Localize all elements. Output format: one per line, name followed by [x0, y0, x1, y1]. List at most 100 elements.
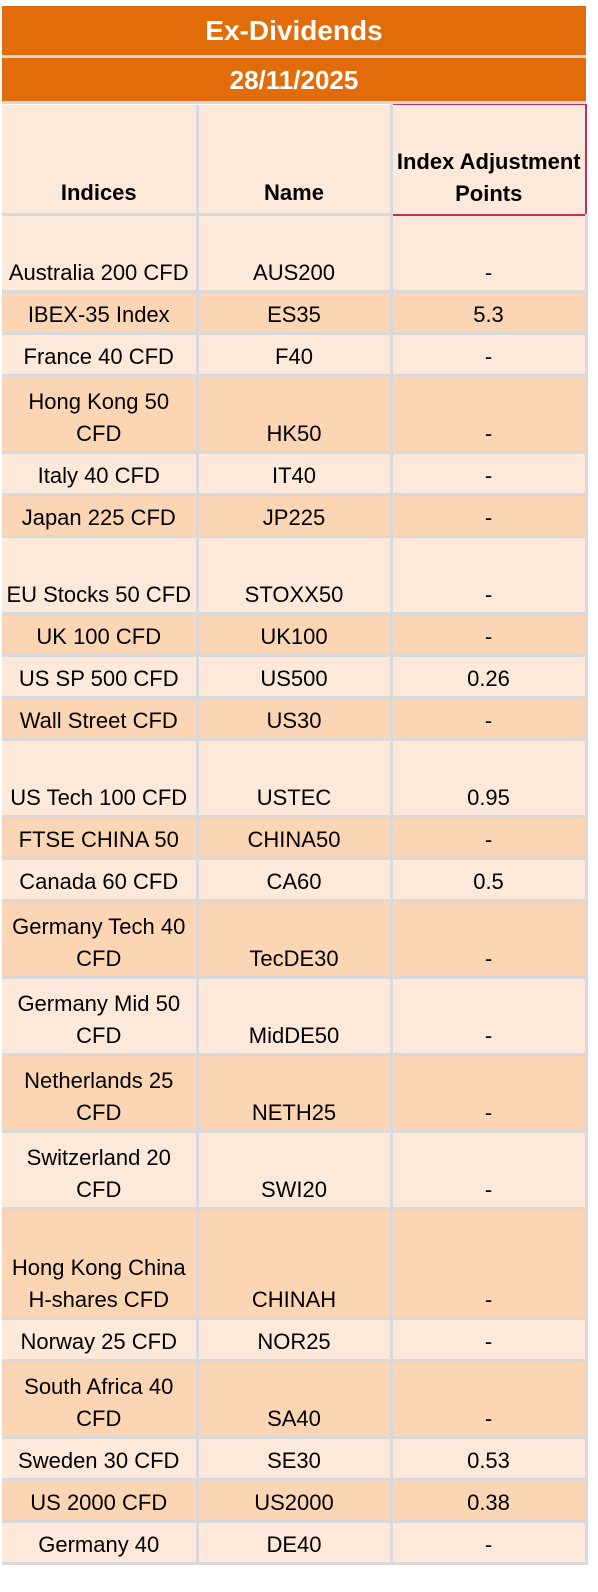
table-row: South Africa 40 CFD SA40-	[2, 1360, 588, 1439]
cell-points: -	[391, 697, 588, 741]
header-indices: Indices	[2, 104, 199, 216]
table-row: Germany Tech 40 CFD TecDE30-	[2, 900, 588, 979]
cell-name: CHINAH	[197, 1208, 393, 1320]
table-row: FTSE CHINA 50 CHINA50-	[2, 816, 588, 860]
cell-index: Hong Kong 50 CFD	[2, 375, 199, 454]
cell-name: US2000	[197, 1479, 393, 1523]
table-row: Hong Kong 50 CFD HK50-	[2, 375, 588, 454]
cell-points: -	[391, 214, 588, 293]
cell-points: -	[391, 977, 588, 1056]
table-row: Italy 40 CFD IT40-	[2, 452, 588, 496]
cell-name: US30	[197, 697, 393, 741]
cell-points: -	[391, 375, 588, 454]
table-row: France 40 CFD F40-	[2, 333, 588, 377]
cell-index: Japan 225 CFD	[2, 494, 199, 538]
cell-name: ES35	[197, 291, 393, 335]
cell-name: JP225	[197, 494, 393, 538]
table-row: Australia 200 CFD AUS200-	[2, 214, 588, 293]
cell-points: -	[391, 816, 588, 860]
cell-points: 0.26	[391, 655, 588, 699]
cell-points: -	[391, 333, 588, 377]
cell-points: -	[391, 494, 588, 538]
table-row: US 2000 CFD US2000 0.38	[2, 1479, 588, 1523]
cell-index: Norway 25 CFD	[2, 1318, 199, 1362]
sheet-date: 28/11/2025	[2, 58, 586, 104]
cell-points: -	[391, 452, 588, 496]
cell-name: USTEC	[197, 739, 393, 818]
table-row: Sweden 30 CFD SE30 0.53	[2, 1437, 588, 1481]
cell-points: -	[391, 1360, 588, 1439]
cell-index: Netherlands 25 CFD	[2, 1054, 199, 1133]
cell-name: MidDE50	[197, 977, 393, 1056]
cell-name: NOR25	[197, 1318, 393, 1362]
cell-name: US500	[197, 655, 393, 699]
table-row: US Tech 100 CFD USTEC 0.95	[2, 739, 588, 818]
cell-name: HK50	[197, 375, 393, 454]
cell-index: Germany 40	[2, 1521, 199, 1565]
cell-points: -	[391, 1318, 588, 1362]
cell-name: UK100	[197, 613, 393, 657]
cell-index: Canada 60 CFD	[2, 858, 199, 902]
cell-index: South Africa 40 CFD	[2, 1360, 199, 1439]
table-row: Germany Mid 50 CFD MidDE50-	[2, 977, 588, 1056]
cell-points: 0.95	[391, 739, 588, 818]
ex-dividends-sheet: Ex-Dividends 28/11/2025 Indices Name Ind…	[2, 6, 588, 1565]
cell-index: IBEX-35 Index	[2, 291, 199, 335]
cell-index: Switzerland 20 CFD	[2, 1131, 199, 1210]
cell-index: Italy 40 CFD	[2, 452, 199, 496]
cell-index: US 2000 CFD	[2, 1479, 199, 1523]
table-row: IBEX-35 Index ES35 5.3	[2, 291, 588, 335]
cell-name: SA40	[197, 1360, 393, 1439]
table-row: Netherlands 25 CFD NETH25-	[2, 1054, 588, 1133]
cell-points: -	[391, 1131, 588, 1210]
cell-index: EU Stocks 50 CFD	[2, 536, 199, 615]
cell-index: France 40 CFD	[2, 333, 199, 377]
cell-points: 0.53	[391, 1437, 588, 1481]
cell-name: TecDE30	[197, 900, 393, 979]
header-row: Indices Name Index Adjustment Points	[2, 104, 587, 216]
table-row: US SP 500 CFD US500 0.26	[2, 655, 588, 699]
cell-points: -	[391, 1054, 588, 1133]
cell-name: NETH25	[197, 1054, 393, 1133]
table-row: EU Stocks 50 CFD STOXX50-	[2, 536, 588, 615]
cell-name: STOXX50	[197, 536, 393, 615]
table-row: Canada 60 CFD CA60 0.5	[2, 858, 588, 902]
cell-name: CHINA50	[197, 816, 393, 860]
cell-index: Wall Street CFD	[2, 697, 199, 741]
header-name: Name	[197, 104, 393, 216]
cell-points: -	[391, 1521, 588, 1565]
table-row: Hong Kong China H-shares CFD CHINAH -	[2, 1208, 588, 1320]
table-row: Switzerland 20 CFD SWI20-	[2, 1131, 588, 1210]
table-row: Wall Street CFD US30-	[2, 697, 588, 741]
cell-name: SE30	[197, 1437, 393, 1481]
table-body: Australia 200 CFD AUS200- IBEX-35 Index ES3…	[2, 214, 588, 1565]
cell-name: AUS200	[197, 214, 393, 293]
ex-dividends-table: Indices Name Index Adjustment Points Aus…	[2, 104, 588, 1565]
cell-name: F40	[197, 333, 393, 377]
cell-name: SWI20	[197, 1131, 393, 1210]
table-row: Japan 225 CFD JP225-	[2, 494, 588, 538]
header-adjustment-points: Index Adjustment Points	[390, 104, 587, 216]
cell-points: -	[391, 900, 588, 979]
sheet-title: Ex-Dividends	[2, 6, 586, 58]
cell-points: 0.5	[391, 858, 588, 902]
table-row: Germany 40 DE40-	[2, 1521, 588, 1565]
table-row: UK 100 CFD UK100-	[2, 613, 588, 657]
cell-index: FTSE CHINA 50	[2, 816, 199, 860]
table-row: Norway 25 CFD NOR25-	[2, 1318, 588, 1362]
cell-index: US Tech 100 CFD	[2, 739, 199, 818]
cell-index: Australia 200 CFD	[2, 214, 199, 293]
cell-index: UK 100 CFD	[2, 613, 199, 657]
cell-index: Sweden 30 CFD	[2, 1437, 199, 1481]
cell-index: US SP 500 CFD	[2, 655, 199, 699]
cell-name: CA60	[197, 858, 393, 902]
cell-index: Hong Kong China H-shares CFD	[2, 1208, 199, 1320]
cell-name: DE40	[197, 1521, 393, 1565]
cell-points: 5.3	[391, 291, 588, 335]
cell-index: Germany Tech 40 CFD	[2, 900, 199, 979]
cell-points: -	[391, 613, 588, 657]
cell-points: -	[391, 536, 588, 615]
cell-name: IT40	[197, 452, 393, 496]
cell-index: Germany Mid 50 CFD	[2, 977, 199, 1056]
cell-points: -	[391, 1208, 588, 1320]
